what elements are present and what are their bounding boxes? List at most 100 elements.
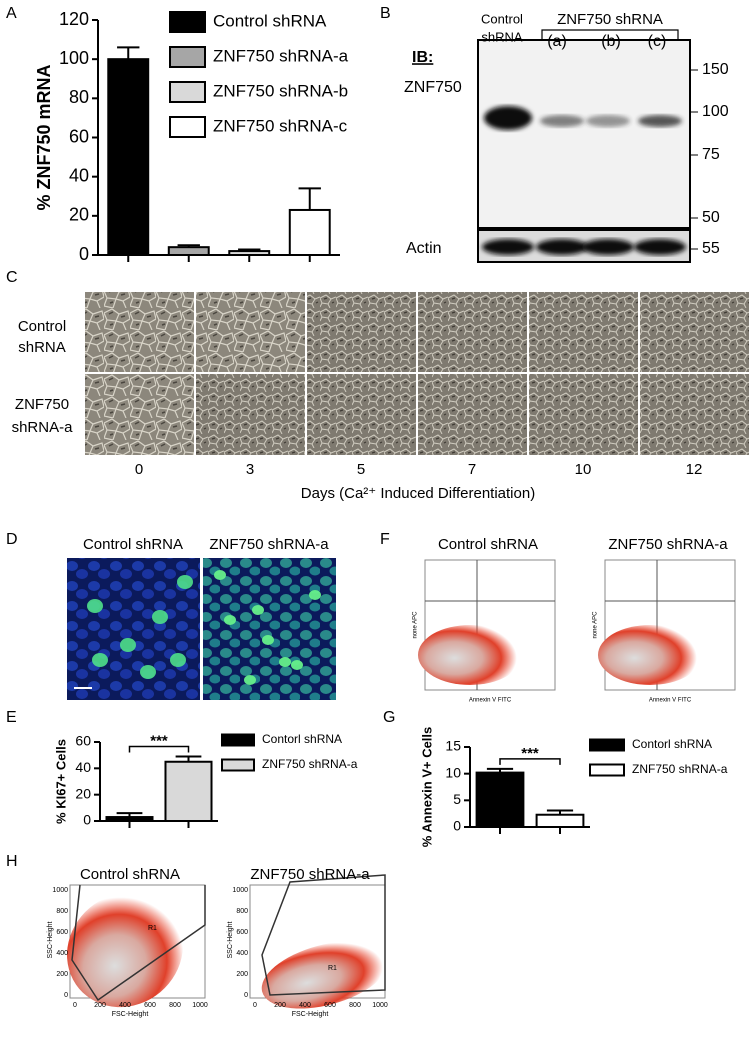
- panel-letter: E: [6, 709, 17, 726]
- significance: ***: [150, 732, 168, 749]
- lane-label: (b): [601, 33, 621, 50]
- x-tick-label: 400: [119, 1002, 131, 1009]
- micrograph: [529, 374, 638, 455]
- ki67-nucleus: [152, 610, 168, 624]
- y-tick-label: 0: [64, 992, 68, 999]
- ki67-nucleus: [92, 653, 108, 667]
- significance: ***: [521, 745, 539, 762]
- event-cloud: [418, 625, 522, 685]
- plot-title: ZNF750 shRNA-a: [250, 866, 370, 883]
- bar: [475, 771, 525, 828]
- y-tick-label: 60: [75, 733, 91, 749]
- x-tick-label: 1000: [372, 1002, 388, 1009]
- ki67-nucleus: [140, 665, 156, 679]
- micrograph: [85, 374, 194, 455]
- y-tick-label: 20: [69, 205, 89, 225]
- ki67-nucleus: [87, 599, 103, 613]
- legend-swatch: [169, 81, 206, 103]
- y-axis-label: % KI67+ Cells: [53, 739, 68, 824]
- y-tick-label: 60: [69, 126, 89, 146]
- y-tick-label: 800: [236, 908, 248, 915]
- image-title: ZNF750 shRNA-a: [209, 536, 329, 553]
- marker-label: 150: [702, 61, 729, 78]
- y-tick-label: 600: [236, 929, 248, 936]
- loading-label: Actin: [406, 240, 442, 257]
- y-tick-label: 5: [453, 791, 461, 807]
- band: [638, 115, 682, 127]
- marker-label: 100: [702, 103, 729, 120]
- band: [634, 239, 686, 255]
- y-tick-label: 200: [56, 971, 68, 978]
- x-axis-label: FSC-Height: [112, 1011, 149, 1018]
- y-tick-label: 1000: [232, 887, 248, 894]
- day-label: 7: [468, 461, 476, 478]
- x-tick-label: 600: [144, 1002, 156, 1009]
- x-axis-label: Annexin V FITC: [649, 698, 692, 704]
- micrograph: [196, 374, 305, 455]
- bar: [288, 208, 331, 256]
- legend-label: ZNF750 shRNA-a: [632, 762, 728, 776]
- y-tick-label: 400: [56, 950, 68, 957]
- legend-label: ZNF750 shRNA-a: [262, 757, 358, 771]
- gate: [71, 884, 206, 1002]
- x-tick-label: 0: [73, 1002, 77, 1009]
- row-label: Control: [18, 318, 66, 335]
- legend-swatch: [169, 46, 206, 68]
- band: [482, 239, 534, 255]
- y-axis-label: SSC-Height: [227, 921, 234, 958]
- panel-letter: A: [6, 5, 17, 22]
- gate-label: R1: [328, 965, 337, 972]
- plot-title: Control shRNA: [80, 866, 180, 883]
- x-tick-label: 600: [324, 1002, 336, 1009]
- y-tick-label: 120: [59, 9, 89, 29]
- micrograph: [307, 292, 416, 372]
- plot-title: Control shRNA: [438, 536, 538, 553]
- bar: [167, 246, 210, 257]
- x-axis-label: FSC-Height: [292, 1011, 329, 1018]
- y-tick-label: 800: [56, 908, 68, 915]
- y-tick-label: 15: [445, 738, 461, 754]
- micrograph: [196, 292, 305, 372]
- panel-letter: G: [383, 709, 395, 726]
- x-tick-label: 1000: [192, 1002, 208, 1009]
- lane-label: shRNA: [481, 29, 523, 44]
- legend-swatch: [221, 733, 255, 747]
- gate: [261, 874, 386, 996]
- row-label: ZNF750: [15, 396, 69, 413]
- x-axis-label: Annexin V FITC: [469, 698, 512, 704]
- micrograph: [529, 292, 638, 372]
- significance-bracket: [499, 758, 561, 765]
- panel-letter: H: [6, 853, 18, 870]
- day-label: 0: [135, 461, 143, 478]
- micrograph: [418, 292, 527, 372]
- ki67-nucleus: [120, 638, 136, 652]
- lane-group: ZNF750 shRNA: [557, 11, 663, 28]
- y-axis-label: SSC-Height: [47, 921, 54, 958]
- y-tick-label: 0: [79, 244, 89, 264]
- legend-label: ZNF750 shRNA-c: [213, 116, 348, 135]
- marker-label: 50: [702, 209, 720, 226]
- y-tick-label: 600: [56, 929, 68, 936]
- ki67-nucleus: [262, 635, 274, 645]
- bar: [164, 760, 213, 822]
- y-axis-label: % ZNF750 mRNA: [34, 64, 54, 210]
- y-tick-label: 0: [83, 812, 91, 828]
- micrograph: [418, 374, 527, 455]
- ki67-nucleus: [224, 615, 236, 625]
- row-label: shRNA: [18, 339, 66, 356]
- event-cloud: [598, 625, 702, 685]
- day-label: 5: [357, 461, 365, 478]
- y-tick-label: 100: [59, 48, 89, 68]
- day-label: 10: [575, 461, 592, 478]
- ki67-nucleus: [309, 590, 321, 600]
- lane-label: Control: [481, 11, 523, 26]
- panel-letter: B: [380, 5, 391, 22]
- legend-label: Contorl shRNA: [262, 732, 342, 746]
- x-tick-label: 800: [169, 1002, 181, 1009]
- plot-title: ZNF750 shRNA-a: [608, 536, 728, 553]
- lane-label: (c): [648, 33, 667, 50]
- band: [536, 239, 588, 255]
- gate-label: R1: [148, 925, 157, 932]
- marker-label: 75: [702, 146, 720, 163]
- image-title: Control shRNA: [83, 536, 183, 553]
